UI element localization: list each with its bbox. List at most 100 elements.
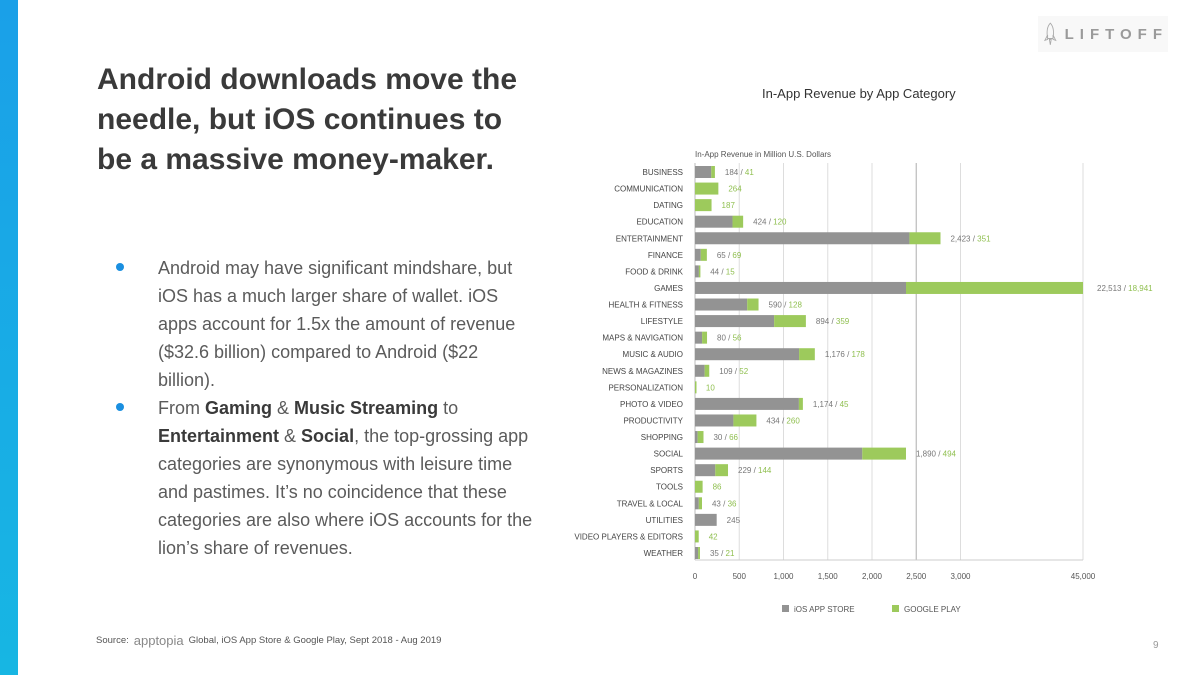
category-label: DATING [653, 201, 683, 210]
page-number: 9 [1153, 640, 1159, 651]
category-label: SOCIAL [654, 450, 684, 459]
bold-text: Social [301, 426, 355, 446]
data-label: 80 / 56 [717, 334, 742, 343]
bullet-item: Android may have significant mindshare, … [112, 254, 537, 394]
category-label: UTILITIES [646, 516, 683, 525]
category-label: SPORTS [650, 466, 683, 475]
bar-google-play [733, 414, 757, 427]
bar-google-play [698, 547, 700, 559]
bar-google-play [799, 348, 815, 361]
legend-label: GOOGLE PLAY [904, 605, 961, 614]
legend-swatch [782, 605, 789, 612]
bar-google-play [695, 480, 703, 493]
bar-ios [695, 331, 703, 344]
data-label: 10 [706, 383, 715, 392]
bullet-text: to [438, 398, 459, 418]
bar-ios [695, 232, 910, 245]
data-label: 43 / 36 [712, 499, 737, 508]
bar-google-play [698, 265, 701, 278]
data-label: 22,513 / 18,941 [1097, 284, 1153, 293]
category-label: GAMES [654, 284, 683, 293]
data-label: 1,890 / 494 [916, 450, 957, 459]
bar-ios [695, 497, 699, 510]
bar-google-play [732, 215, 744, 228]
source-text: Global, iOS App Store & Google Play, Sep… [188, 635, 442, 646]
data-label: 894 / 359 [816, 317, 850, 326]
bar-ios [695, 431, 698, 444]
data-label: 424 / 120 [753, 218, 787, 227]
category-label: FOOD & DRINK [625, 267, 683, 276]
data-label: 184 / 41 [725, 168, 754, 177]
bar-google-play [695, 182, 719, 195]
data-label: 42 [709, 532, 718, 541]
legend-swatch [892, 605, 899, 612]
data-label: 590 / 128 [769, 301, 803, 310]
bar-ios [695, 215, 733, 228]
bullet-list: Android may have significant mindshare, … [112, 254, 537, 562]
bold-text: Gaming [205, 398, 273, 418]
bar-google-play [909, 232, 941, 245]
category-label: HEALTH & FITNESS [608, 301, 683, 310]
bar-ios [695, 348, 800, 361]
x-tick-label: 2,500 [906, 572, 927, 581]
apptopia-logo: apptopia [133, 633, 184, 648]
category-label: VIDEO PLAYERS & EDITORS [574, 532, 683, 541]
data-label: 434 / 260 [766, 416, 800, 425]
category-label: LIFESTYLE [641, 317, 683, 326]
category-label: TRAVEL & LOCAL [617, 499, 684, 508]
bar-google-play [700, 248, 707, 261]
category-label: TOOLS [656, 483, 683, 492]
bar-ios [695, 447, 863, 460]
bullet-item: From Gaming & Music Streaming to Enterta… [112, 394, 537, 562]
bar-ios [695, 547, 699, 559]
data-label: 86 [713, 483, 722, 492]
x-tick-label: 1,500 [818, 572, 839, 581]
bullet-text: , the top-grossing app categories are sy… [158, 426, 533, 558]
data-label: 187 [722, 201, 736, 210]
bar-google-play [702, 331, 708, 344]
source-label: Source: [96, 635, 129, 646]
x-tick-label: 2,000 [862, 572, 883, 581]
bar-ios [695, 464, 716, 477]
x-tick-label: 45,000 [1071, 572, 1096, 581]
bar-ios [695, 315, 775, 328]
category-label: MAPS & NAVIGATION [602, 334, 683, 343]
bar-ios [695, 248, 701, 261]
bar-ios [695, 414, 734, 427]
data-label: 109 / 52 [719, 367, 748, 376]
chart-title: In-App Revenue by App Category [762, 86, 956, 101]
category-label: FINANCE [648, 251, 683, 260]
category-label: WEATHER [644, 549, 684, 558]
category-label: MUSIC & AUDIO [623, 350, 683, 359]
bar-google-play [695, 381, 697, 394]
data-label: 65 / 69 [717, 251, 742, 260]
bar-google-play [774, 315, 806, 328]
bar-google-play [715, 464, 729, 477]
data-label: 245 [727, 516, 741, 525]
legend-label: iOS APP STORE [794, 605, 855, 614]
data-label: 35 / 21 [710, 549, 735, 558]
source-note: Source: apptopia Global, iOS App Store &… [96, 633, 441, 648]
bar-google-play [697, 431, 704, 444]
bullet-text: & [279, 426, 302, 446]
bold-text: Entertainment [158, 426, 280, 446]
slide-title: Android downloads move the needle, but i… [97, 63, 518, 176]
bar-google-play [704, 364, 710, 377]
bar-ios [695, 265, 699, 278]
bar-google-play [695, 530, 699, 543]
bar-google-play [798, 397, 803, 410]
data-label: 1,176 / 178 [825, 350, 866, 359]
data-label: 44 / 15 [710, 267, 735, 276]
liftoff-logo: LIFTOFF [1038, 16, 1168, 52]
data-label: 2,423 / 351 [950, 234, 991, 243]
bar-google-play [906, 281, 1083, 294]
bar-ios [695, 298, 748, 311]
bar-ios [695, 166, 712, 178]
category-label: PHOTO & VIDEO [620, 400, 683, 409]
data-label: 264 [728, 185, 742, 194]
bar-ios [695, 364, 705, 377]
bar-google-play [711, 166, 715, 178]
bar-ios [695, 513, 717, 526]
bar-google-play [862, 447, 906, 460]
